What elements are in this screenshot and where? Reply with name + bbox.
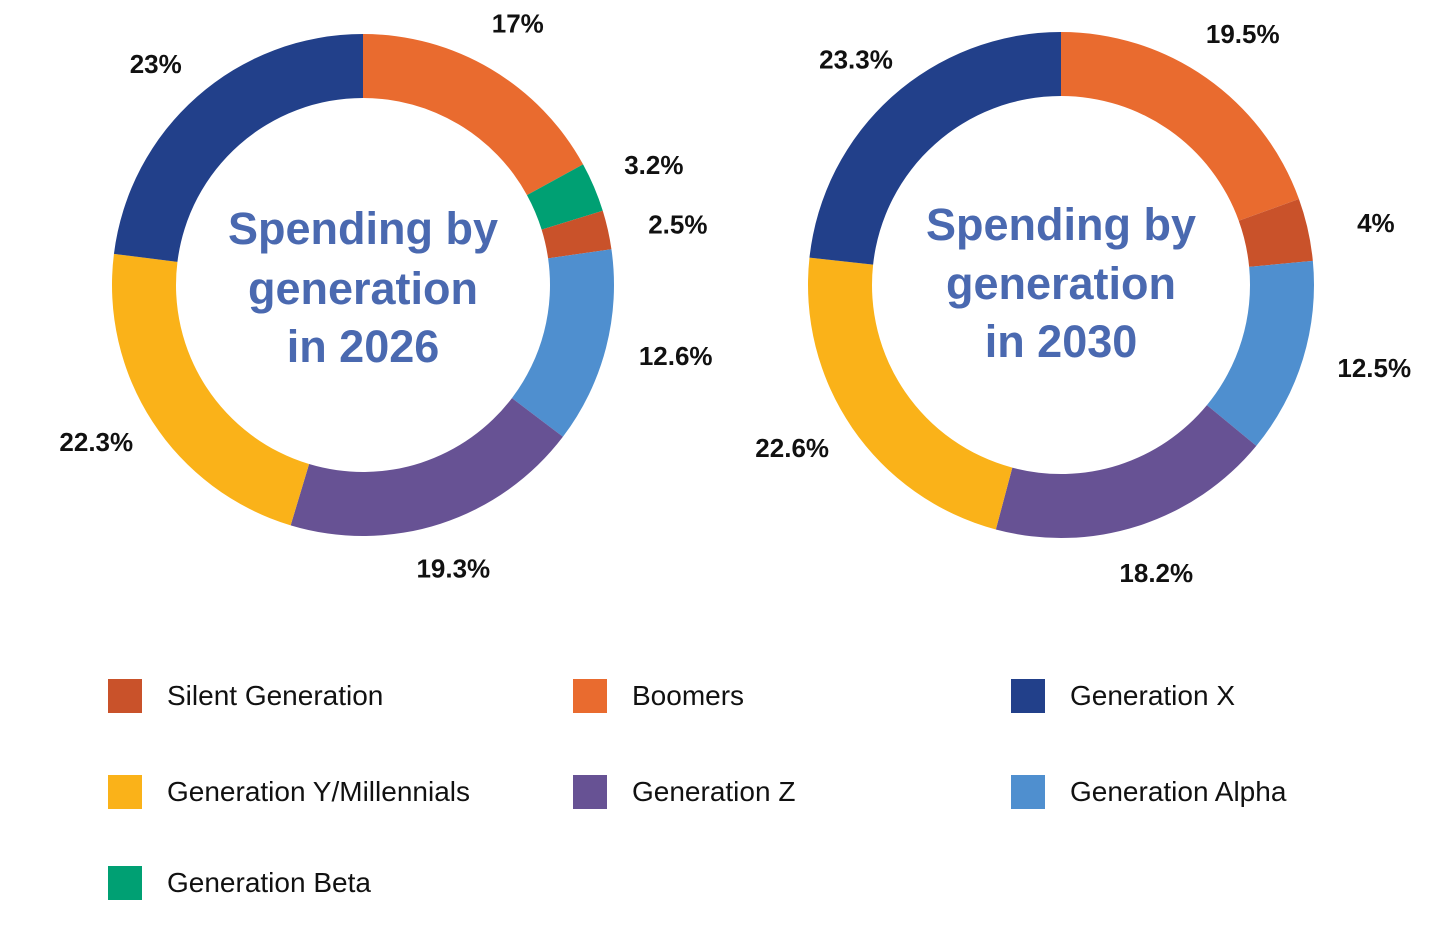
chart-title-line-2: generation <box>946 258 1176 309</box>
legend-swatch-generation-y <box>108 775 142 809</box>
chart-title-line-3: in 2026 <box>287 321 440 372</box>
legend-swatch-generation-x <box>1011 679 1045 713</box>
data-label-boomers: 19.5% <box>1206 19 1280 49</box>
legend-label-generation-alpha: Generation Alpha <box>1070 776 1287 807</box>
chart-title-line-2: generation <box>248 263 478 314</box>
legend-item-generation-alpha: Generation Alpha <box>1011 774 1286 810</box>
legend-swatch-generation-beta <box>108 866 142 900</box>
legend-item-boomers: Boomers <box>573 678 744 714</box>
legend-label-boomers: Boomers <box>632 680 745 711</box>
legend-swatch-silent-generation <box>108 679 142 713</box>
donut-slice-geny <box>111 253 310 526</box>
donut-slice-silent <box>1238 199 1313 267</box>
legend-item-generation-x: Generation X <box>1011 678 1235 714</box>
donut-slice-genx <box>809 32 1061 265</box>
legend-swatch-generation-alpha <box>1011 775 1045 809</box>
data-label-alpha: 12.6% <box>639 341 713 371</box>
donut-slice-beta <box>526 164 603 230</box>
legend-label-generation-x: Generation X <box>1070 680 1235 711</box>
legend-item-generation-z: Generation Z <box>573 774 795 810</box>
legend-item-generation-beta: Generation Beta <box>108 865 371 901</box>
chart-title-line-1: Spending by <box>228 203 498 254</box>
legend-swatch-generation-z <box>573 775 607 809</box>
data-label-geny: 22.6% <box>755 433 829 463</box>
donut-slice-silent <box>541 210 612 259</box>
donut-slice-boomers <box>363 34 584 196</box>
data-label-silent: 2.5% <box>648 210 707 240</box>
data-label-boomers: 17% <box>492 9 544 39</box>
data-label-beta: 3.2% <box>624 150 683 180</box>
data-label-genx: 23.3% <box>819 45 893 75</box>
legend-label-silent-generation: Silent Generation <box>167 680 384 711</box>
legend-swatch-boomers <box>573 679 607 713</box>
donut-chart-2026: 17% 3.2% 2.5% 12.6% 19.3% 22.3% 23% Spending by… <box>59 9 712 584</box>
legend-label-generation-y: Generation Y/Millennials <box>167 776 470 807</box>
donut-slice-boomers <box>1061 32 1299 221</box>
legend-label-generation-z: Generation Z <box>632 776 796 807</box>
legend-item-generation-y: Generation Y/Millennials <box>108 774 470 810</box>
legend-label-generation-beta: Generation Beta <box>167 867 371 898</box>
data-label-genz: 18.2% <box>1119 558 1193 588</box>
donut-slice-genz <box>290 398 563 536</box>
donut-slice-geny <box>808 257 1013 530</box>
chart-title-line-1: Spending by <box>926 199 1196 250</box>
donut-slice-alpha <box>1206 260 1314 446</box>
data-label-silent: 4% <box>1357 208 1395 238</box>
chart-title-line-3: in 2030 <box>985 316 1138 367</box>
donut-chart-2030: 19.5% 4% 12.5% 18.2% 22.6% 23.3% Spending by ge… <box>755 19 1411 588</box>
donut-slice-genz <box>995 405 1257 538</box>
donut-slice-alpha <box>511 249 614 437</box>
donut-slice-genx <box>113 33 363 262</box>
legend-item-silent-generation: Silent Generation <box>108 678 383 714</box>
data-label-genx: 23% <box>130 49 182 79</box>
data-label-alpha: 12.5% <box>1337 353 1411 383</box>
donut-charts: 17% 3.2% 2.5% 12.6% 19.3% 22.3% 23% Spending by… <box>59 9 1411 588</box>
data-label-geny: 22.3% <box>59 427 133 457</box>
data-label-genz: 19.3% <box>416 554 490 584</box>
